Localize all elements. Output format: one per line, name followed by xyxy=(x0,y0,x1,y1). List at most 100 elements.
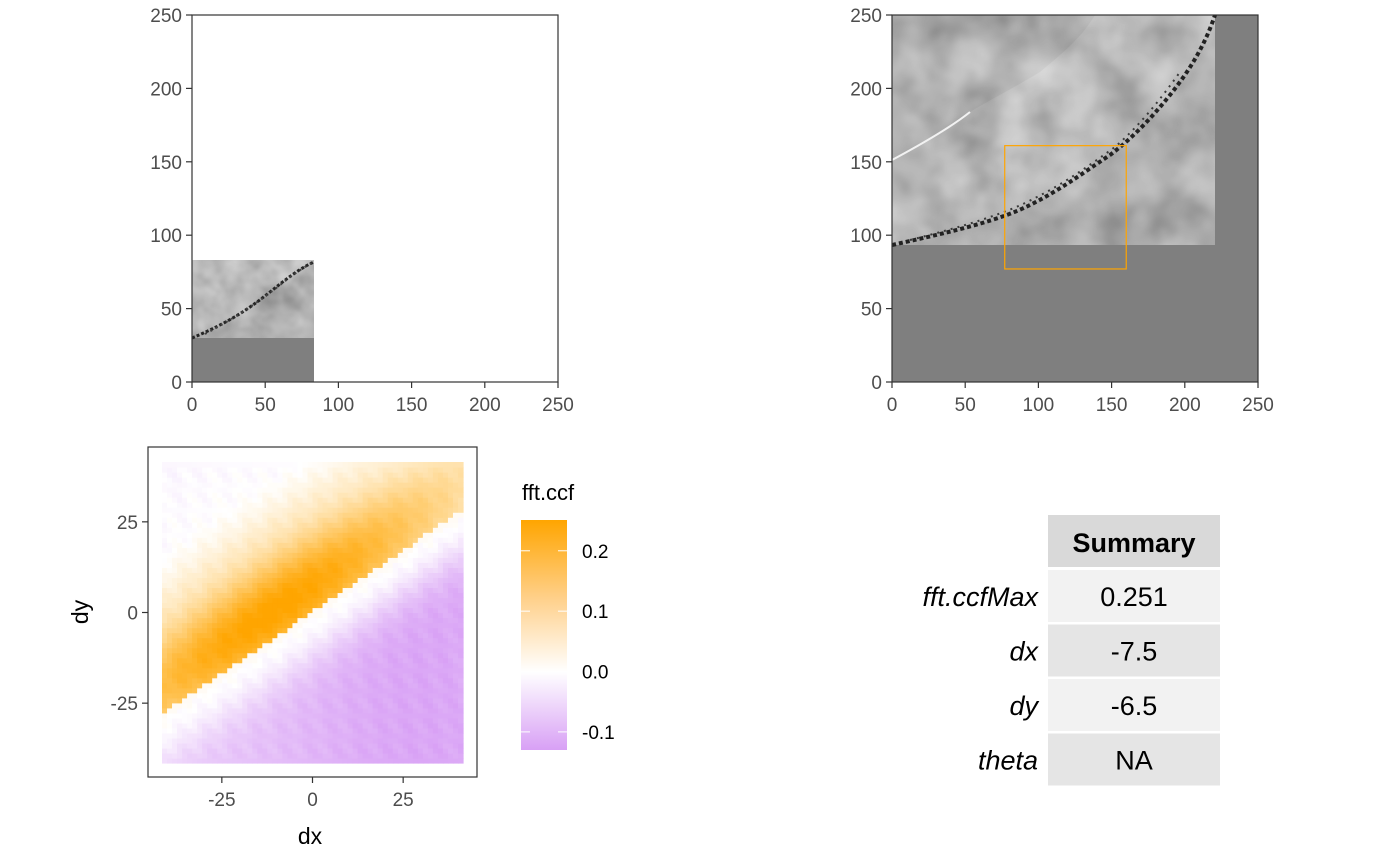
ccf-cell xyxy=(377,502,384,508)
ccf-cell xyxy=(362,687,369,694)
ccf-cell xyxy=(457,512,464,518)
ccf-cell xyxy=(422,587,429,594)
ccf-cell xyxy=(407,502,414,508)
ccf-cell xyxy=(247,592,253,599)
ccf-cell xyxy=(452,682,459,689)
ccf-cell xyxy=(272,742,278,749)
ccf-cell xyxy=(367,547,374,553)
ccf-cell xyxy=(242,692,248,699)
ccf-cell xyxy=(222,632,228,639)
ccf-cell xyxy=(262,557,268,563)
ccf-cell xyxy=(172,482,178,488)
ccf-cell xyxy=(277,732,283,739)
ccf-cell xyxy=(197,467,203,473)
ccf-cell xyxy=(362,672,369,679)
ccf-cell xyxy=(232,757,238,764)
ccf-cell xyxy=(327,642,334,649)
ccf-cell xyxy=(312,632,319,639)
ccf-cell xyxy=(197,637,203,644)
ccf-cell xyxy=(177,517,183,523)
ccf-cell xyxy=(252,742,258,749)
ccf-cell xyxy=(187,497,193,503)
ccf-cell xyxy=(212,757,218,764)
ccf-cell xyxy=(392,727,399,734)
ccf-cell xyxy=(457,612,464,619)
ccf-cell xyxy=(362,512,369,518)
ccf-cell xyxy=(367,582,374,589)
ccf-cell xyxy=(212,747,218,754)
ccf-cell xyxy=(442,472,449,478)
ccf-cell xyxy=(272,482,278,488)
ccf-cell xyxy=(252,642,258,649)
ccf-cell xyxy=(277,637,283,644)
ccf-cell xyxy=(352,482,359,488)
ccf-cell xyxy=(242,532,248,538)
ccf-cell xyxy=(377,477,384,483)
ccf-cell xyxy=(182,727,188,734)
ccf-cell xyxy=(427,737,434,744)
ccf-cell xyxy=(412,672,419,679)
ccf-cell xyxy=(257,502,263,508)
ccf-cell xyxy=(452,647,459,654)
ccf-cell xyxy=(217,477,223,483)
ccf-cell xyxy=(222,597,228,604)
ccf-cell xyxy=(182,572,188,578)
summary-value-cell xyxy=(1048,570,1220,622)
ccf-cell xyxy=(387,512,394,518)
ccf-cell xyxy=(392,662,399,669)
ccf-cell xyxy=(362,537,369,543)
ccf-cell xyxy=(287,657,294,664)
ccf-cell xyxy=(372,727,379,734)
ccf-cell xyxy=(422,597,429,604)
ccf-cell xyxy=(197,747,203,754)
ccf-cell xyxy=(267,537,273,543)
ccf-cell xyxy=(397,477,404,483)
ccf-cell xyxy=(177,632,183,639)
ccf-cell xyxy=(247,507,253,513)
ccf-cell xyxy=(172,642,178,649)
ccf-cell xyxy=(352,572,359,578)
ccf-cell xyxy=(247,642,253,649)
ccf-cell xyxy=(382,677,389,684)
ccf-cell xyxy=(442,697,449,704)
ccf-cell xyxy=(217,502,223,508)
ccf-cell xyxy=(337,732,344,739)
ccf-cell xyxy=(237,727,243,734)
ccf-cell xyxy=(277,667,283,674)
ccf-cell xyxy=(357,567,364,573)
ccf-cell xyxy=(202,757,208,764)
ccf-cell xyxy=(327,607,334,614)
ccf-cell xyxy=(312,572,319,578)
ccf-cell xyxy=(187,527,193,533)
ccf-cell xyxy=(357,537,364,543)
ccf-cell xyxy=(177,512,183,518)
ccf-cell xyxy=(377,757,384,764)
ccf-cell xyxy=(187,467,193,473)
ccf-cell xyxy=(347,692,354,699)
ccf-cell xyxy=(297,597,304,604)
ccf-cell xyxy=(402,502,409,508)
ccf-cell xyxy=(357,582,364,589)
ccf-cell xyxy=(332,622,339,629)
ccf-cell xyxy=(442,592,449,599)
ccf-cell xyxy=(277,602,283,609)
ccf-cell xyxy=(457,707,464,714)
ccf-cell xyxy=(277,677,283,684)
ccf-cell xyxy=(192,622,198,629)
ccf-cell xyxy=(272,577,278,583)
ccf-cell xyxy=(287,552,294,558)
ccf-cell xyxy=(227,532,233,538)
ccf-cell xyxy=(292,557,299,563)
ccf-cell xyxy=(182,757,188,764)
ccf-cell xyxy=(277,537,283,543)
ccf-cell xyxy=(242,512,248,518)
ccf-cell xyxy=(277,737,283,744)
ccf-cell xyxy=(282,717,289,724)
ccf-cell xyxy=(162,627,168,634)
ccf-cell xyxy=(317,477,324,483)
ccf-cell xyxy=(327,562,334,568)
ccf-cell xyxy=(437,667,444,674)
ccf-cell xyxy=(172,677,178,684)
ccf-cell xyxy=(407,582,414,589)
ccf-cell xyxy=(372,512,379,518)
